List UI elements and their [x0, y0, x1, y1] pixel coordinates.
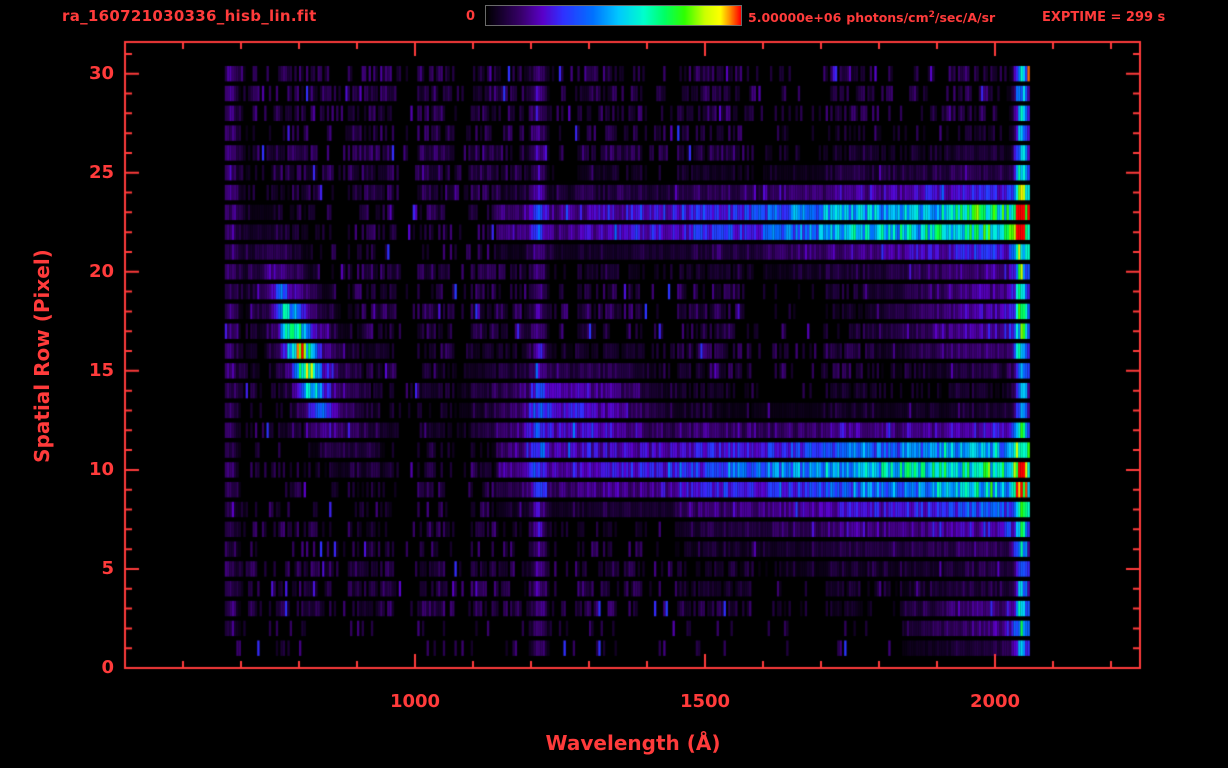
colorbar [485, 5, 742, 26]
y-axis-label: Spatial Row (Pixel) [30, 249, 54, 463]
y-tick-label: 15 [88, 359, 114, 381]
exptime-label: EXPTIME = 299 s [1042, 10, 1166, 25]
y-tick-label: 20 [88, 260, 114, 282]
colorbar-unit-superscript: 2 [928, 10, 935, 20]
fits-filename-title: ra_160721030336_hisb_lin.fit [62, 7, 317, 25]
colorbar-unit-suffix: /sec/A/sr [934, 10, 996, 26]
x-tick-label: 1000 [389, 691, 441, 712]
colorbar-max-value: 5.00000e+06 [748, 10, 842, 26]
y-tick-label: 10 [88, 458, 114, 480]
colorbar-min-label: 0 [466, 9, 476, 24]
colorbar-max-label: 5.00000e+06 photons/cm2/sec/A/sr [748, 10, 995, 25]
y-tick-label: 5 [101, 557, 114, 579]
x-tick-label: 2000 [969, 691, 1021, 712]
y-tick-label: 30 [88, 62, 114, 84]
y-tick-label: 0 [101, 657, 114, 678]
y-tick-label: 25 [88, 161, 114, 183]
x-tick-label: 1500 [679, 691, 731, 712]
colorbar-unit-prefix: photons/cm [846, 10, 929, 26]
x-axis-label: Wavelength (Å) [545, 731, 721, 755]
